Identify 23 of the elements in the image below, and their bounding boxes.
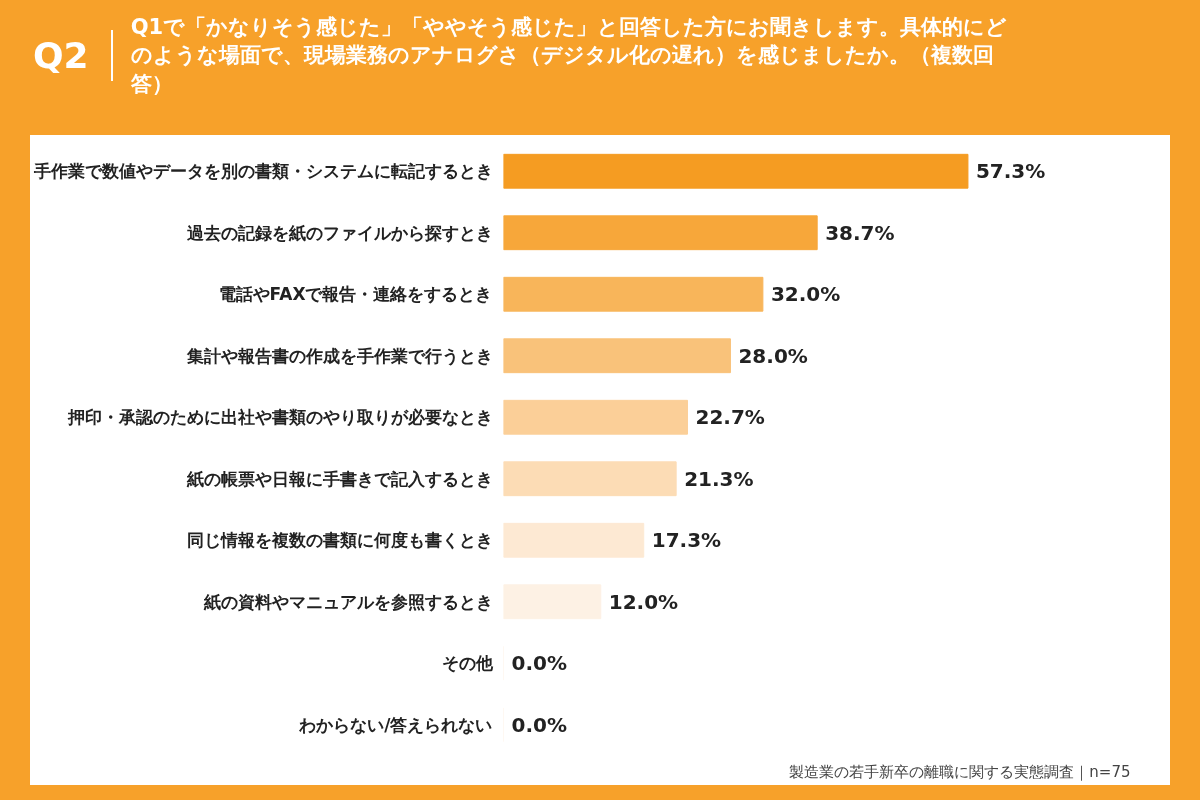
data-label: 32.0% [770, 282, 841, 307]
data-label: 57.3% [975, 159, 1046, 184]
text: Q2 [5, 29, 113, 82]
chart-subtitle: Q1で「かなりそう感じた」「ややそう感じた」と回答した方にお聞きします。具体的にどのような場面で、現場業務のアナログさ（デジタル化の遅れ）を感じましたか。（複数回答） [130, 14, 1009, 98]
y-tick-label: その他 [441, 653, 494, 674]
y-tick-label: 押印・承認のために出社や書類のやり取りが必要なとき [66, 407, 493, 428]
data-label: 22.7% [695, 405, 765, 430]
text: 製造業の若手新卒の離職に関する実態調査｜n=75 [789, 762, 1131, 781]
data-label: 38.7% [825, 220, 895, 245]
y-tick-label: 手作業で数値やデータを別の書類・システムに転記するとき [32, 161, 493, 182]
y-tick-label: 同じ情報を複数の書類に何度も書くとき [186, 530, 493, 551]
data-label: 0.0% [511, 651, 567, 676]
data-label: 17.3% [651, 528, 722, 553]
data-label: 28.0% [738, 343, 808, 368]
y-tick-label: 電話やFAXで報告・連絡をするとき [218, 284, 493, 305]
y-tick-label: 集計や報告書の作成を手作業で行うとき [185, 345, 493, 366]
y-tick-label: 過去の記録を紙のファイルから探すとき [185, 222, 493, 243]
y-tick-label: 紙の資料やマニュアルを参照するとき [202, 591, 493, 612]
y-tick-label: 紙の帳票や日報に手書きで記入するとき [185, 468, 493, 489]
data-label: 21.3% [684, 466, 754, 491]
y-tick-label: わからない/答えられない [298, 714, 493, 735]
data-label: 0.0% [511, 712, 567, 737]
data-label: 12.0% [608, 589, 679, 614]
